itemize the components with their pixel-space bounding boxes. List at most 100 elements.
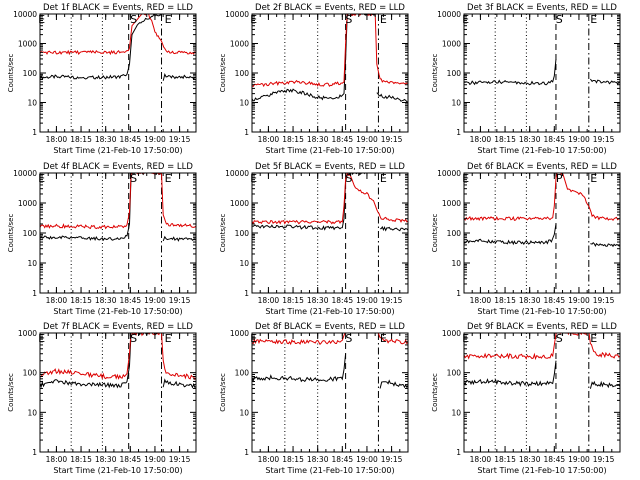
panel-title: Det 6f BLACK = Events, RED = LLD: [467, 162, 617, 172]
y-tick-label: 10: [27, 99, 37, 108]
x-tick-label: 19:00: [356, 296, 378, 305]
x-tick-label: 18:45: [544, 296, 566, 305]
y-tick-label: 1: [244, 448, 249, 457]
y-tick-label: 1000: [18, 329, 37, 338]
series-line-events-2: [589, 380, 620, 389]
x-tick-label: 18:45: [120, 455, 142, 464]
x-tick-label: 19:15: [169, 135, 191, 144]
series-line-events-2: [589, 78, 620, 85]
series-line-events-1: [40, 14, 162, 80]
y-tick-label: 10000: [13, 10, 37, 19]
y-tick-label: 1: [456, 289, 461, 298]
y-tick-label: 1: [456, 128, 461, 137]
series-line-events-1: [252, 14, 376, 102]
plot-frame: [39, 332, 197, 453]
event-marker: E: [38, 332, 45, 345]
y-tick-label: 100: [23, 229, 38, 238]
event-marker: E: [380, 332, 387, 345]
series-line-lld-1: [40, 173, 196, 230]
panel-2: Det 2f BLACK = Events, RED = LLD Counts/s…: [219, 3, 409, 155]
x-tick-label: 18:45: [332, 135, 354, 144]
y-tick-label: 10: [239, 408, 249, 417]
event-marker: E: [590, 13, 597, 26]
panel-title: Det 5f BLACK = Events, RED = LLD: [255, 162, 405, 172]
event-marker: S: [130, 332, 137, 345]
event-marker: E: [250, 13, 257, 26]
x-tick-label: 18:00: [46, 455, 68, 464]
y-tick-label: 1000: [18, 40, 37, 49]
panel-title: Det 9f BLACK = Events, RED = LLD: [467, 322, 617, 332]
event-marker: E: [165, 332, 172, 345]
series-events: [464, 58, 620, 86]
y-tick-label: 10: [239, 99, 249, 108]
plot-frame: [463, 332, 621, 453]
x-tick-label: 18:30: [519, 455, 541, 464]
series-events: [40, 14, 196, 81]
series-line-events-2: [162, 235, 196, 242]
series-lld: [40, 173, 196, 230]
y-tick-label: 10000: [225, 10, 249, 19]
y-tick-label: 10: [451, 259, 461, 268]
series-lld: [464, 173, 620, 222]
x-tick-label: 19:15: [169, 455, 191, 464]
event-marker: S: [345, 172, 352, 185]
x-tick-label: 18:45: [120, 296, 142, 305]
y-tick-label: 10000: [13, 169, 37, 178]
x-axis-label: Start Time (21-Feb-10 17:50:00): [265, 466, 394, 475]
panel-title: Det 3f BLACK = Events, RED = LLD: [467, 3, 617, 13]
x-tick-label: 18:15: [494, 135, 516, 144]
x-tick-label: 19:00: [144, 455, 166, 464]
x-axis-label: Start Time (21-Feb-10 17:50:00): [53, 307, 182, 316]
x-tick-label: 18:00: [258, 455, 280, 464]
x-tick-label: 18:15: [282, 455, 304, 464]
x-tick-label: 18:30: [95, 296, 117, 305]
x-axis-label: Start Time (21-Feb-10 17:50:00): [265, 146, 394, 155]
y-tick-label: 1000: [442, 40, 461, 49]
panel-1: Det 1f BLACK = Events, RED = LLD Counts/s…: [7, 3, 197, 155]
x-tick-label: 18:15: [494, 455, 516, 464]
event-marker: E: [380, 13, 387, 26]
event-marker: E: [462, 332, 469, 345]
x-tick-label: 18:30: [519, 135, 541, 144]
event-marker: S: [345, 13, 352, 26]
y-axis-label: Counts/sec: [7, 54, 15, 93]
series-lld: [252, 173, 408, 225]
panel-5: Det 5f BLACK = Events, RED = LLD Counts/s…: [219, 162, 409, 316]
plot-frame: [463, 13, 621, 133]
x-tick-label: 18:15: [282, 135, 304, 144]
series-line-lld-1: [40, 333, 196, 381]
y-tick-label: 1: [32, 289, 37, 298]
series-line-lld-1: [252, 14, 408, 88]
y-tick-label: 1000: [230, 40, 249, 49]
y-tick-label: 100: [447, 229, 462, 238]
series-line-events-2: [376, 92, 408, 103]
series-events: [252, 353, 408, 389]
y-axis-label: Counts/sec: [7, 214, 15, 253]
y-tick-label: 1: [456, 448, 461, 457]
x-tick-label: 19:00: [568, 296, 590, 305]
y-tick-label: 1: [32, 448, 37, 457]
x-tick-label: 19:15: [381, 296, 403, 305]
event-marker: P: [556, 172, 563, 185]
series-line-events-2: [162, 378, 196, 389]
event-marker: E: [380, 172, 387, 185]
x-tick-label: 18:00: [470, 455, 492, 464]
x-tick-label: 18:30: [307, 296, 329, 305]
x-tick-label: 18:45: [332, 296, 354, 305]
event-marker: E: [165, 172, 172, 185]
y-axis-label: Counts/sec: [431, 214, 439, 253]
y-tick-label: 1000: [230, 199, 249, 208]
series-line-events-2: [162, 73, 196, 81]
series-events: [252, 14, 408, 103]
y-tick-label: 10: [27, 408, 37, 417]
x-tick-label: 19:15: [593, 455, 615, 464]
x-tick-label: 18:15: [70, 296, 92, 305]
series-lld: [40, 14, 196, 56]
event-marker: E: [165, 13, 172, 26]
panel-title: Det 7f BLACK = Events, RED = LLD: [43, 322, 193, 332]
y-tick-label: 10000: [225, 169, 249, 178]
x-tick-label: 19:15: [381, 135, 403, 144]
plot-frame: [251, 13, 409, 133]
panel-3: Det 3f BLACK = Events, RED = LLD Counts/s…: [431, 3, 621, 155]
y-tick-label: 100: [447, 69, 462, 78]
